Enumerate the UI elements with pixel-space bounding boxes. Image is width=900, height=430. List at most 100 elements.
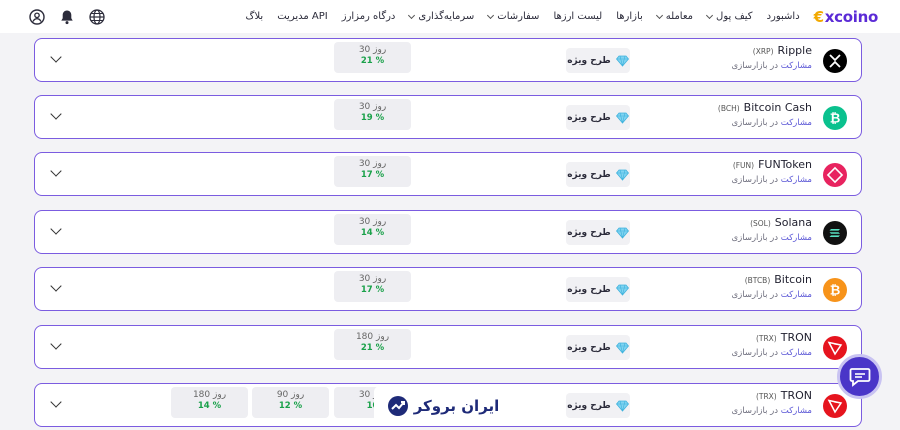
watermark: ایران بروکر <box>374 386 512 426</box>
chevron-down-icon[interactable] <box>50 280 62 292</box>
coin-title: (BCH) Bitcoin Cash <box>718 101 812 114</box>
period-option[interactable]: 30 روز 17 % <box>334 271 411 302</box>
diamond-icon <box>615 400 629 412</box>
special-plan-label: طرح ویژه <box>567 169 611 180</box>
period-option[interactable]: 180 روز 21 % <box>334 329 411 360</box>
participation-link[interactable]: مشارکت <box>780 61 812 71</box>
fun-icon <box>823 163 847 187</box>
plan-row[interactable]: (SOL) Solana مشارکت در بازارسازی طرح ویژه 30… <box>34 210 862 254</box>
coin-name: Ripple <box>777 44 813 57</box>
special-plan-badge[interactable]: طرح ویژه <box>566 162 630 187</box>
menu-item[interactable]: بلاگ <box>246 11 264 22</box>
menu-item[interactable]: مدیریت API <box>277 11 328 22</box>
menu-item[interactable]: لیست ارزها <box>553 11 602 22</box>
chevron-down-icon[interactable] <box>50 165 62 177</box>
logo-mark-icon: € <box>813 7 824 26</box>
content-area: (XRP) Ripple مشارکت در بازارسازی طرح ویژه 30… <box>0 33 900 430</box>
special-plan-badge[interactable]: طرح ویژه <box>566 393 630 418</box>
chevron-down-icon[interactable] <box>50 396 62 408</box>
participation-link[interactable]: مشارکت <box>780 406 812 416</box>
subtitle-text: در بازارسازی <box>731 290 781 300</box>
special-plan-badge[interactable]: طرح ویژه <box>566 48 630 73</box>
period-days: 30 روز <box>358 102 387 112</box>
participation-link[interactable]: مشارکت <box>780 118 812 128</box>
menu-item[interactable]: کیف پول <box>706 11 753 22</box>
menu-item[interactable]: سفارشات <box>487 11 539 22</box>
period-days: 30 روز <box>358 159 387 169</box>
chevron-down-icon[interactable] <box>50 108 62 120</box>
period-option[interactable]: 30 روز 17 % <box>334 156 411 187</box>
coin-symbol: (BTCB) <box>744 276 771 285</box>
coin-symbol: (FUN) <box>732 161 755 170</box>
menu-item[interactable]: داشبورد <box>767 11 800 22</box>
period-days: 30 روز <box>358 45 387 55</box>
coin-title: (SOL) Solana <box>750 216 812 229</box>
subtitle-text: در بازارسازی <box>731 118 781 128</box>
main-menu: داشبورد کیف پول معامله بازارها لیست ارزها سفا… <box>246 11 800 22</box>
period-days: 30 روز <box>358 217 387 227</box>
period-option[interactable]: 30 روز 21 % <box>334 42 411 73</box>
diamond-icon <box>615 227 629 239</box>
coin-subtitle: مشارکت در بازارسازی <box>731 290 812 300</box>
menu-item[interactable]: درگاه رمزارز <box>342 11 396 22</box>
period-option[interactable]: 180 روز 14 % <box>171 387 248 418</box>
chevron-down-icon[interactable] <box>50 338 62 350</box>
menu-item[interactable]: بازارها <box>616 11 643 22</box>
menu-item[interactable]: سرمایه‌گذاری <box>408 11 475 22</box>
plan-row[interactable]: ₿ (BTCB) Bitcoin مشارکت در بازارسازی طرح ویژ… <box>34 267 862 311</box>
user-icon[interactable] <box>28 8 46 26</box>
coin-symbol: (TRX) <box>755 334 777 343</box>
special-plan-badge[interactable]: طرح ویژه <box>566 277 630 302</box>
period-days: 180 روز <box>192 390 227 400</box>
diamond-icon <box>615 342 629 354</box>
globe-icon[interactable] <box>88 8 106 26</box>
coin-title: (FUN) FUNToken <box>733 158 812 171</box>
subtitle-text: در بازارسازی <box>731 61 781 71</box>
coin-name: Bitcoin Cash <box>743 101 812 114</box>
chevron-down-icon <box>487 11 495 19</box>
period-option[interactable]: 30 روز 14 % <box>334 214 411 245</box>
menu-item-label: درگاه رمزارز <box>341 11 396 22</box>
svg-text:₿: ₿ <box>830 112 841 127</box>
special-plan-badge[interactable]: طرح ویژه <box>566 220 630 245</box>
bell-icon[interactable] <box>58 8 76 26</box>
subtitle-text: در بازارسازی <box>731 406 781 416</box>
participation-link[interactable]: مشارکت <box>780 175 812 185</box>
logo-text: xcoino <box>824 7 879 26</box>
participation-link[interactable]: مشارکت <box>780 233 812 243</box>
coin-name: TRON <box>780 331 812 344</box>
period-return: 12 % <box>278 401 303 411</box>
chevron-down-icon <box>655 11 663 19</box>
period-option[interactable]: 30 روز 19 % <box>334 99 411 130</box>
plan-row[interactable]: (TRX) TRON مشارکت در بازارسازی طرح ویژه 180 … <box>34 325 862 369</box>
menu-item-label: سرمایه‌گذاری <box>418 11 475 22</box>
period-days: 30 روز <box>358 274 387 284</box>
period-return: 19 % <box>360 113 385 123</box>
diamond-icon <box>615 112 629 124</box>
special-plan-badge[interactable]: طرح ویژه <box>566 105 630 130</box>
diamond-icon <box>615 169 629 181</box>
coin-name: Bitcoin <box>774 273 812 286</box>
plan-row[interactable]: ₿ (BCH) Bitcoin Cash مشارکت در بازارسازی طرح… <box>34 95 862 139</box>
diamond-icon <box>615 284 629 296</box>
menu-item[interactable]: معامله <box>655 11 693 22</box>
logo[interactable]: € xcoino <box>813 7 879 26</box>
period-option[interactable]: 90 روز 12 % <box>252 387 329 418</box>
coin-symbol: (TRX) <box>755 392 777 401</box>
chevron-down-icon[interactable] <box>50 223 62 235</box>
diamond-icon <box>615 55 629 67</box>
support-chat-button[interactable] <box>837 354 882 399</box>
special-plan-label: طرح ویژه <box>567 400 611 411</box>
chevron-down-icon <box>706 11 714 19</box>
plan-row[interactable]: (FUN) FUNToken مشارکت در بازارسازی طرح ویژه… <box>34 152 862 196</box>
chevron-down-icon[interactable] <box>50 51 62 63</box>
special-plan-badge[interactable]: طرح ویژه <box>566 335 630 360</box>
svg-text:₿: ₿ <box>830 284 841 299</box>
special-plan-label: طرح ویژه <box>567 227 611 238</box>
subtitle-text: در بازارسازی <box>731 348 781 358</box>
period-days: 90 روز <box>276 390 305 400</box>
plan-row[interactable]: (XRP) Ripple مشارکت در بازارسازی طرح ویژه 30… <box>34 38 862 82</box>
participation-link[interactable]: مشارکت <box>780 290 812 300</box>
participation-link[interactable]: مشارکت <box>780 348 812 358</box>
